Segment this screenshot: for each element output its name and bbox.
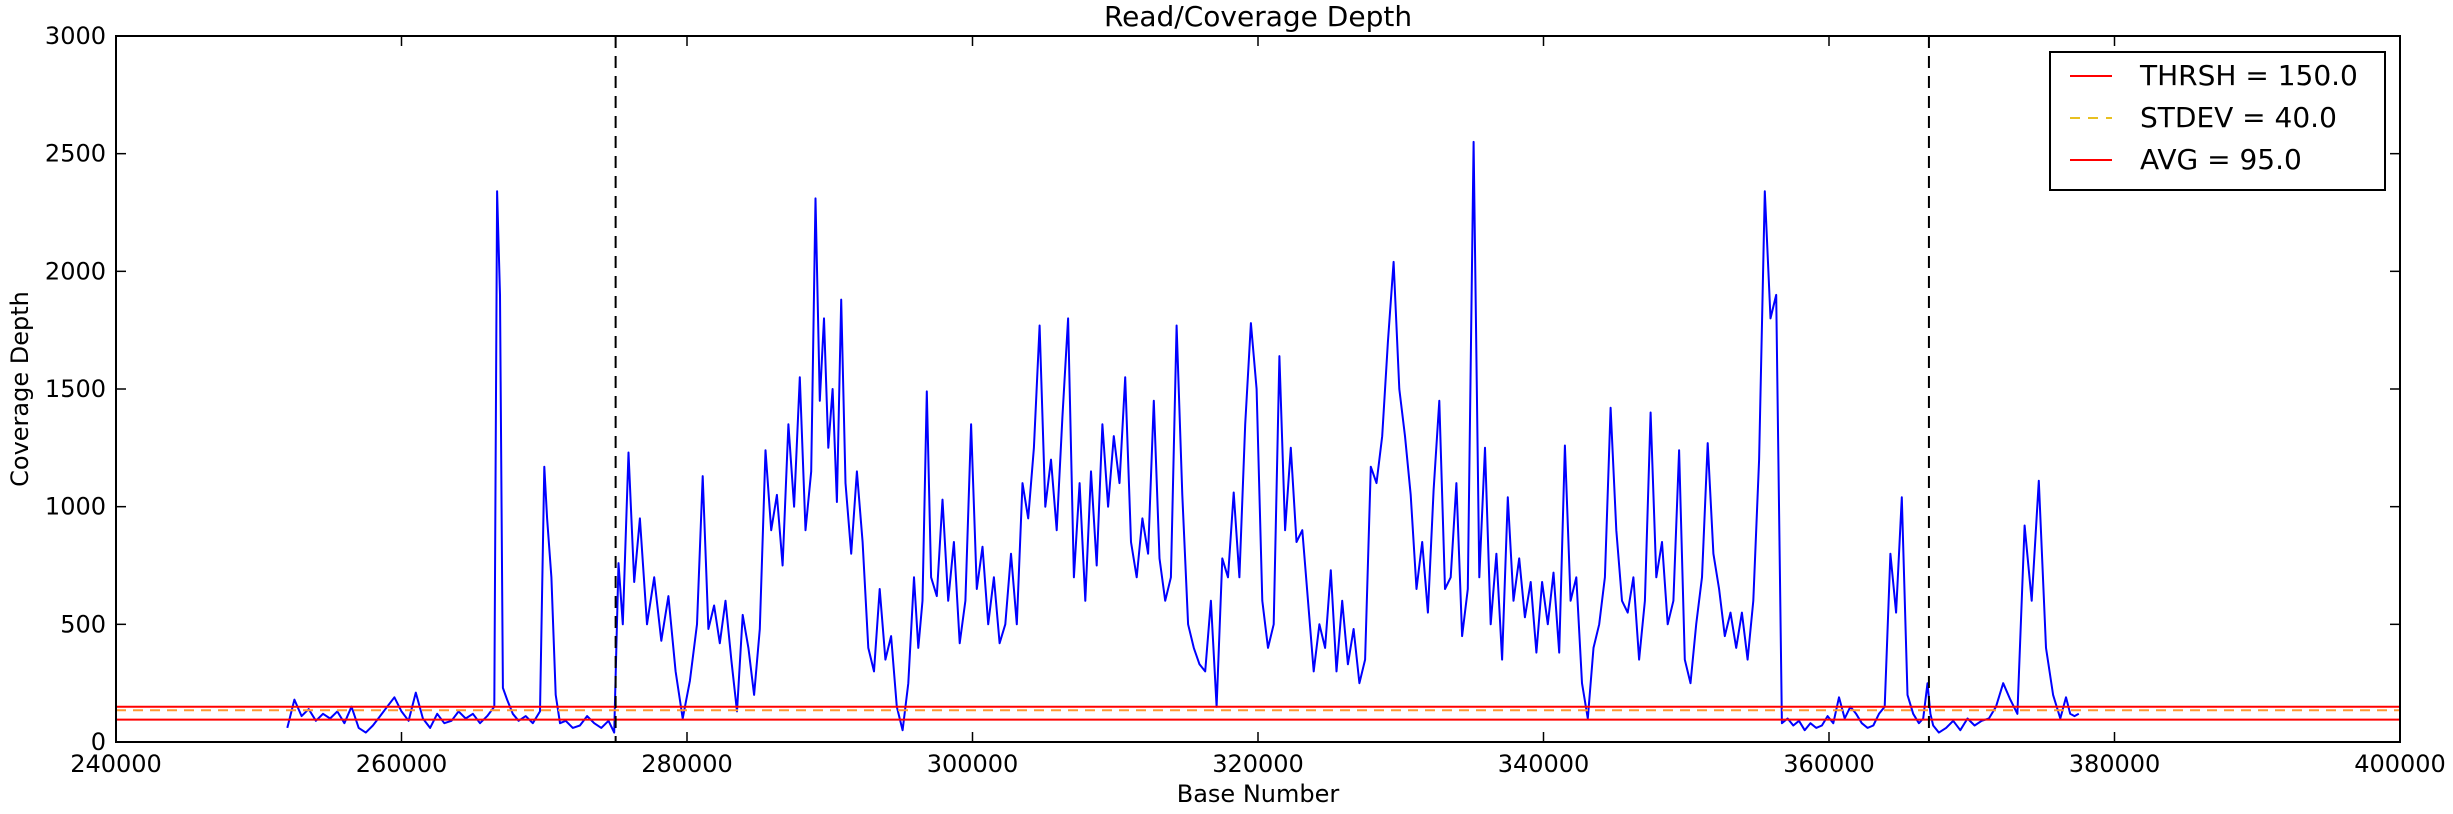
y-tick-label: 2500 bbox=[45, 140, 106, 168]
legend-label: STDEV = 40.0 bbox=[2140, 101, 2337, 134]
x-tick-label: 240000 bbox=[70, 750, 162, 778]
x-tick-label: 260000 bbox=[356, 750, 448, 778]
x-tick-label: 300000 bbox=[927, 750, 1019, 778]
x-axis-label: Base Number bbox=[1177, 780, 1340, 808]
y-tick-label: 2000 bbox=[45, 257, 106, 285]
plot-area bbox=[116, 36, 2400, 742]
y-tick-label: 1500 bbox=[45, 375, 106, 403]
legend: THRSH = 150.0 STDEV = 40.0 AVG = 95.0 bbox=[2049, 51, 2386, 191]
x-tick-label: 280000 bbox=[641, 750, 733, 778]
y-tick-label: 1000 bbox=[45, 493, 106, 521]
x-tick-label: 400000 bbox=[2354, 750, 2446, 778]
x-tick-label: 360000 bbox=[1783, 750, 1875, 778]
legend-label: AVG = 95.0 bbox=[2140, 143, 2302, 176]
chart-title: Read/Coverage Depth bbox=[1104, 0, 1412, 33]
y-tick-label: 3000 bbox=[45, 22, 106, 50]
x-tick-label: 380000 bbox=[2069, 750, 2161, 778]
y-axis-label: Coverage Depth bbox=[6, 291, 34, 487]
legend-label: THRSH = 150.0 bbox=[2139, 59, 2358, 92]
y-tick-label: 500 bbox=[60, 610, 106, 638]
x-tick-label: 320000 bbox=[1212, 750, 1304, 778]
y-tick-label: 0 bbox=[91, 728, 106, 756]
x-tick-label: 340000 bbox=[1498, 750, 1590, 778]
